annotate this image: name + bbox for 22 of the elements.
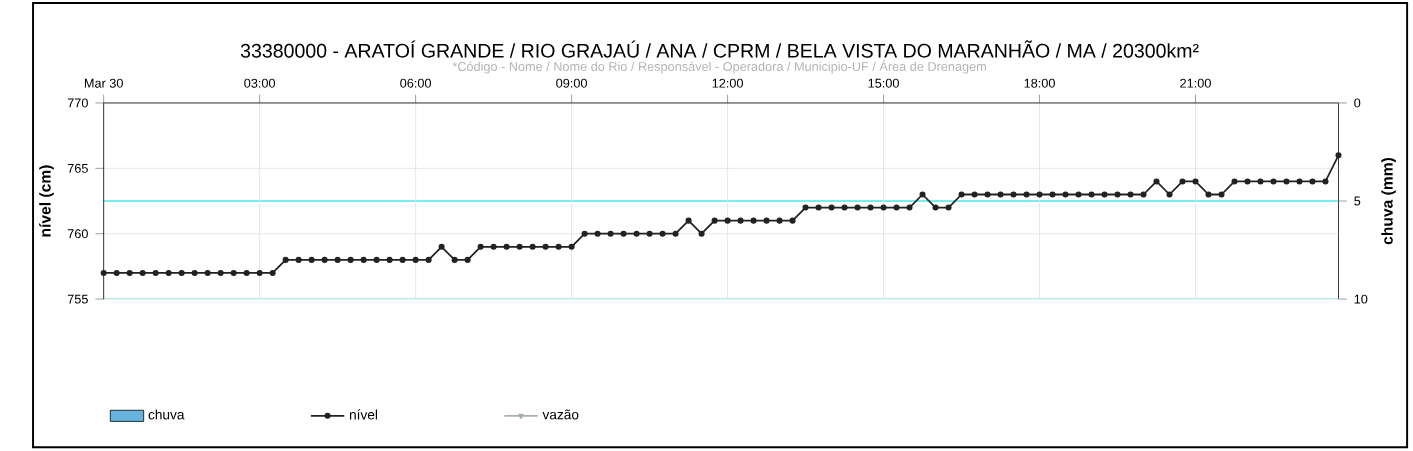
x-tick-label: 03:00 — [244, 78, 276, 88]
x-tick-label: 09:00 — [556, 78, 587, 88]
legend-label: chuva — [148, 409, 185, 420]
y2-tick-label: 0 — [1354, 98, 1361, 108]
chart-subtitle: *Código - Nome / Nome do Rio / Responsável - Operadora / Municipio-UF / Área de Drenagem — [452, 59, 986, 74]
y-tick-label: 760 — [67, 229, 88, 239]
x-tick-label: 15:00 — [868, 78, 899, 88]
y2-tick-label: 5 — [1354, 196, 1361, 206]
y-tick-label: 755 — [67, 294, 88, 304]
y-axis-title: nível (cm) — [39, 165, 54, 237]
chart-title: 33380000 - ARATOÍ GRANDE / RIO GRAJAÚ / ANA / CPRM / BELA VISTA DO MARANHÃO / MA / 20300km² — [240, 40, 1199, 58]
x-tick-label: 21:00 — [1180, 78, 1211, 88]
y-tick-label: 770 — [67, 98, 88, 108]
x-tick-label: 18:00 — [1024, 78, 1055, 88]
legend-label: vazão — [542, 409, 579, 420]
y2-tick-label: 10 — [1354, 294, 1368, 304]
y-tick-label: 765 — [67, 163, 88, 173]
x-tick-label: 12:00 — [712, 78, 743, 88]
y2-axis-title: chuva (mm) — [1381, 157, 1396, 245]
legend-label: nível — [349, 409, 378, 420]
x-tick-label: Mar 30 — [84, 78, 123, 88]
x-tick-label: 06:00 — [400, 78, 432, 88]
